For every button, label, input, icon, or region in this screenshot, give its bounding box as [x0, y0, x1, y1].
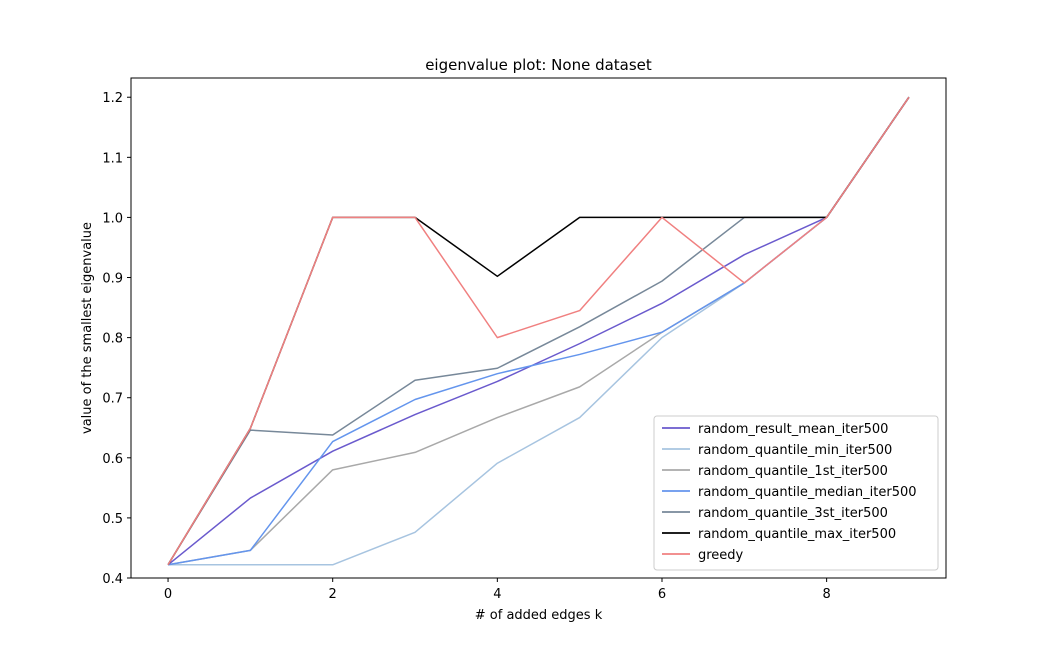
y-axis-label: value of the smallest eigenvalue	[80, 222, 95, 434]
x-tick-label: 6	[658, 587, 666, 602]
legend-label: random_quantile_min_iter500	[698, 443, 892, 458]
y-tick-label: 1.1	[102, 151, 123, 166]
y-tick-label: 1.2	[102, 91, 123, 106]
legend-label: random_result_mean_iter500	[698, 422, 888, 437]
legend-label: greedy	[698, 548, 744, 563]
legend-label: random_quantile_median_iter500	[698, 485, 917, 500]
y-tick-label: 0.9	[102, 272, 123, 287]
x-tick-label: 4	[493, 587, 501, 602]
chart-title: eigenvalue plot: None dataset	[425, 56, 652, 74]
legend: random_result_mean_iter500 random_quantil…	[654, 416, 938, 570]
y-tick-label: 0.6	[102, 452, 123, 467]
y-tick-label: 0.8	[102, 332, 123, 347]
y-tick-label: 1.0	[102, 211, 123, 226]
x-tick-label: 0	[164, 587, 172, 602]
legend-label: random_quantile_3st_iter500	[698, 506, 888, 521]
legend-label: random_quantile_max_iter500	[698, 527, 896, 542]
x-tick-label: 8	[822, 587, 830, 602]
y-tick-label: 0.7	[102, 392, 123, 407]
y-tick-label: 0.4	[102, 572, 123, 587]
y-tick-label: 0.5	[102, 512, 123, 527]
x-tick-label: 2	[329, 587, 337, 602]
legend-label: random_quantile_1st_iter500	[698, 464, 888, 479]
x-axis-label: # of added edges k	[475, 608, 603, 623]
